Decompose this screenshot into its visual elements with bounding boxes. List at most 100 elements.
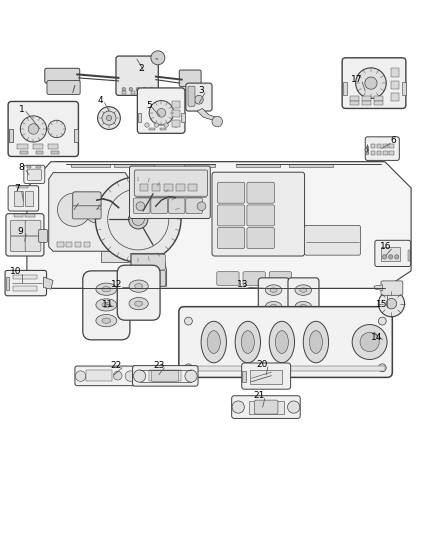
Bar [75, 243, 81, 247]
Ellipse shape [295, 302, 311, 312]
Bar [184, 164, 215, 167]
Ellipse shape [96, 314, 117, 327]
Circle shape [184, 317, 192, 325]
Bar [160, 128, 166, 130]
Ellipse shape [270, 288, 277, 292]
Ellipse shape [135, 301, 143, 306]
Bar [366, 146, 368, 154]
Bar [249, 400, 284, 414]
Ellipse shape [102, 318, 111, 323]
Text: 15: 15 [376, 300, 387, 309]
Circle shape [288, 401, 300, 413]
Bar [289, 164, 332, 167]
Circle shape [105, 205, 124, 224]
FancyBboxPatch shape [217, 182, 245, 203]
FancyBboxPatch shape [130, 166, 210, 219]
Circle shape [95, 176, 181, 262]
FancyBboxPatch shape [243, 272, 265, 285]
FancyBboxPatch shape [247, 228, 275, 248]
FancyBboxPatch shape [117, 265, 160, 320]
Circle shape [378, 317, 386, 325]
Bar [377, 144, 381, 148]
Circle shape [98, 107, 120, 130]
Circle shape [149, 101, 173, 125]
Ellipse shape [300, 288, 307, 292]
FancyBboxPatch shape [217, 205, 245, 226]
Ellipse shape [207, 330, 220, 353]
FancyBboxPatch shape [75, 366, 136, 386]
Text: 8: 8 [19, 163, 25, 172]
Circle shape [382, 255, 387, 259]
FancyBboxPatch shape [134, 170, 208, 196]
Text: 4: 4 [97, 96, 103, 105]
Circle shape [136, 202, 145, 211]
Circle shape [134, 370, 146, 382]
FancyBboxPatch shape [188, 86, 195, 106]
Polygon shape [27, 161, 411, 288]
Circle shape [378, 290, 405, 317]
Bar [374, 96, 383, 101]
Bar [350, 101, 359, 105]
Circle shape [143, 87, 147, 91]
Bar [237, 164, 280, 167]
FancyBboxPatch shape [375, 240, 411, 266]
FancyBboxPatch shape [134, 198, 150, 214]
Circle shape [136, 87, 140, 91]
Ellipse shape [265, 285, 282, 295]
Bar [362, 96, 371, 101]
Circle shape [132, 213, 145, 225]
Bar [131, 91, 135, 94]
Text: 10: 10 [10, 267, 22, 276]
Text: 14: 14 [371, 333, 383, 342]
Circle shape [129, 87, 133, 91]
Circle shape [360, 333, 379, 352]
Bar [71, 164, 110, 167]
Bar [27, 166, 31, 168]
Bar [13, 275, 37, 279]
Circle shape [154, 123, 159, 127]
FancyBboxPatch shape [173, 191, 198, 203]
Bar [391, 68, 399, 77]
Ellipse shape [129, 297, 148, 310]
Bar [9, 129, 13, 142]
Bar [140, 184, 148, 191]
FancyBboxPatch shape [72, 206, 101, 219]
Bar [362, 101, 371, 105]
FancyBboxPatch shape [6, 214, 44, 256]
Ellipse shape [96, 299, 117, 311]
Bar [172, 110, 180, 117]
Bar [383, 144, 388, 148]
Bar [36, 166, 41, 168]
Circle shape [184, 364, 192, 372]
Circle shape [28, 124, 39, 134]
FancyBboxPatch shape [11, 220, 26, 236]
Bar [51, 151, 59, 154]
FancyBboxPatch shape [8, 185, 39, 211]
Bar [164, 184, 173, 191]
FancyBboxPatch shape [151, 198, 167, 214]
Circle shape [151, 51, 165, 65]
FancyBboxPatch shape [24, 165, 45, 183]
Circle shape [122, 87, 126, 91]
Text: 7: 7 [14, 184, 20, 193]
Polygon shape [374, 285, 383, 290]
Bar [381, 247, 400, 261]
Circle shape [20, 116, 46, 142]
Bar [172, 101, 180, 108]
FancyBboxPatch shape [217, 272, 239, 285]
Bar [389, 144, 394, 148]
FancyBboxPatch shape [25, 220, 41, 236]
Bar [149, 128, 155, 130]
Bar [371, 151, 375, 155]
Bar [377, 151, 381, 155]
Bar [138, 113, 141, 123]
Text: 21: 21 [254, 391, 265, 400]
FancyBboxPatch shape [5, 270, 46, 296]
Bar [383, 151, 388, 155]
Text: 23: 23 [153, 361, 164, 370]
FancyBboxPatch shape [116, 56, 158, 95]
Ellipse shape [303, 321, 328, 363]
FancyBboxPatch shape [242, 363, 290, 389]
Circle shape [173, 123, 178, 127]
Ellipse shape [295, 285, 311, 295]
